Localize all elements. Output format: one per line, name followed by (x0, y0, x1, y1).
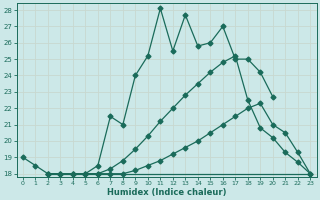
X-axis label: Humidex (Indice chaleur): Humidex (Indice chaleur) (107, 188, 226, 197)
